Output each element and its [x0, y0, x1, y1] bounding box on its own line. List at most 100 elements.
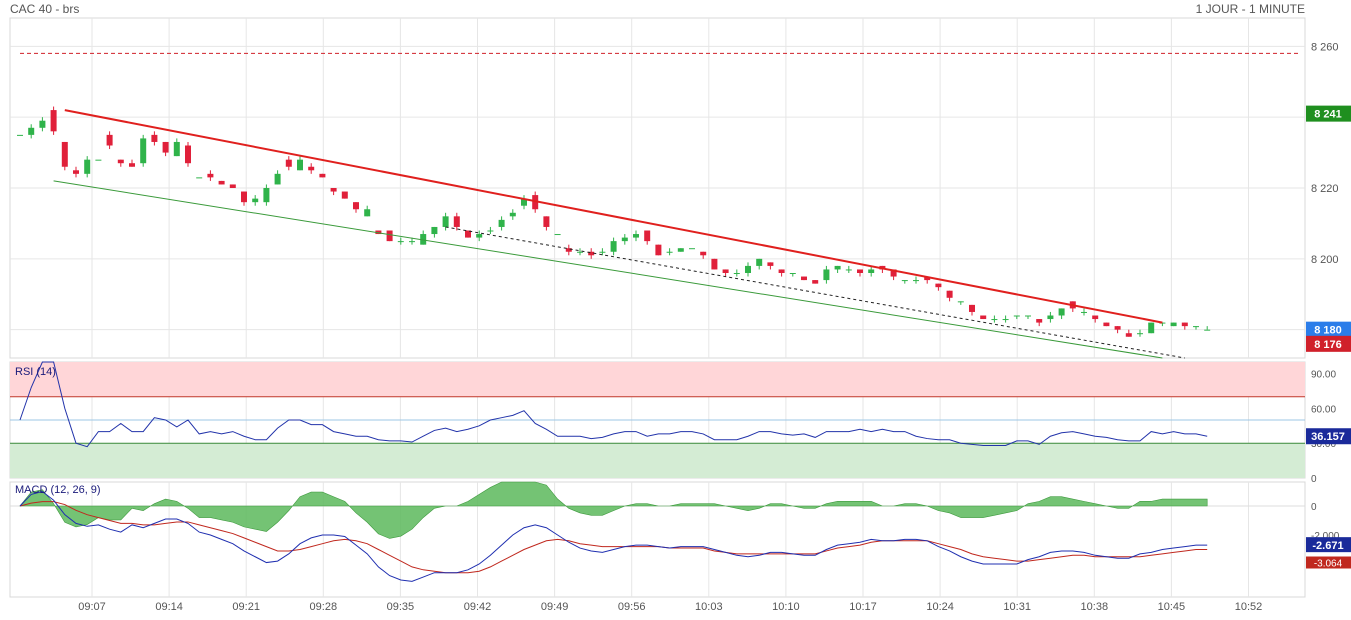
price-badge-label: 8 241	[1314, 109, 1342, 121]
candle-body	[1047, 315, 1054, 320]
candle-body	[117, 159, 124, 164]
candle-body	[330, 188, 337, 192]
candle-body	[1081, 311, 1087, 313]
candle-body	[39, 120, 46, 128]
chart-title: CAC 40 - brs	[10, 2, 80, 16]
panel-frame-2	[9, 481, 1306, 598]
price-badge-bg	[1306, 335, 1351, 352]
time-tick-label: 10:03	[695, 601, 723, 613]
candle-body	[991, 319, 998, 321]
candle-body	[218, 180, 225, 185]
candle-body	[487, 230, 494, 232]
candle-body	[297, 159, 303, 171]
rsi-badge-label: 36.157	[1311, 431, 1345, 443]
macd-badge-bg	[1306, 537, 1351, 553]
time-tick-label: 09:21	[232, 601, 260, 613]
trendline-2	[445, 226, 1185, 359]
rsi-tick-label: 90.00	[1311, 370, 1336, 381]
candle-body	[1092, 315, 1099, 320]
candle-body	[677, 248, 684, 252]
candle-body	[196, 177, 203, 179]
candle-body	[17, 134, 23, 136]
time-tick-label: 09:42	[464, 601, 492, 613]
candle-body	[386, 230, 393, 242]
signal-badge-bg	[1306, 556, 1351, 569]
time-tick-label: 10:17	[849, 601, 877, 613]
candle-body	[241, 191, 247, 203]
candle-body	[621, 237, 628, 242]
candle-body	[913, 280, 919, 282]
candle-body	[84, 159, 91, 174]
candle-body	[812, 280, 819, 284]
candle-body	[274, 173, 281, 185]
rsi-tick-label: 60.00	[1311, 404, 1336, 415]
candle-body	[935, 283, 942, 288]
candle-body	[801, 276, 807, 281]
candle-body	[252, 198, 259, 203]
candle-body	[476, 234, 483, 238]
candle-body	[229, 184, 236, 188]
candle-body	[789, 273, 796, 274]
candle-body	[1181, 322, 1188, 327]
candle-body	[151, 134, 158, 142]
candle-body	[498, 219, 505, 227]
candle-body	[173, 141, 180, 157]
candle-body	[633, 234, 639, 238]
macd-signal-line	[19, 501, 1208, 574]
candle-body	[95, 159, 102, 161]
candle-body	[353, 202, 359, 210]
time-tick-label: 09:28	[310, 601, 338, 613]
time-tick-label: 10:31	[1003, 601, 1031, 613]
trendline-1	[64, 109, 1163, 324]
rsi-overbought-zone	[10, 362, 1305, 397]
candle-body	[957, 301, 964, 303]
macd-tick-label: 0	[1311, 502, 1317, 513]
candle-body	[655, 244, 662, 256]
time-tick-label: 09:07	[78, 601, 106, 613]
candle-body	[767, 262, 774, 266]
candle-body	[733, 273, 740, 274]
candle-body	[375, 230, 382, 235]
candle-body	[207, 173, 214, 178]
macd-label: MACD (12, 26, 9)	[15, 484, 101, 496]
candle-body	[431, 226, 438, 235]
rsi-tick-label: 0	[1311, 474, 1317, 485]
candle-body	[409, 241, 415, 243]
candle-body	[969, 304, 975, 312]
candle-body	[1193, 326, 1199, 328]
candle-body	[711, 258, 718, 270]
candle-body	[1013, 315, 1020, 317]
candle-body	[319, 173, 326, 178]
macd-badge-label: -2.671	[1312, 540, 1343, 552]
candle-body	[1058, 308, 1065, 316]
candle-body	[1170, 322, 1177, 327]
candle-body	[745, 265, 751, 273]
candle-body	[364, 209, 371, 217]
candle-body	[509, 212, 516, 217]
candle-body	[778, 269, 785, 273]
candle-body	[1103, 322, 1110, 327]
candle-body	[50, 110, 57, 132]
rsi-tick-label: 30.00	[1311, 439, 1336, 450]
candle-body	[554, 234, 561, 236]
candle-body	[308, 166, 315, 171]
time-tick-label: 10:52	[1235, 601, 1263, 613]
candle-body	[465, 230, 471, 238]
candle-body	[106, 134, 113, 146]
rsi-oversold-zone	[10, 443, 1305, 478]
candle-body	[1137, 333, 1143, 335]
candle-body	[756, 258, 763, 266]
price-badge-label: 8 180	[1314, 325, 1342, 337]
candle-body	[924, 276, 931, 281]
time-tick-label: 10:38	[1081, 601, 1109, 613]
price-badge-label: 8 176	[1314, 339, 1342, 351]
candle-body	[610, 241, 617, 252]
candle-body	[644, 230, 651, 242]
rsi-line	[19, 361, 1208, 448]
signal-badge-label: -3.064	[1314, 559, 1343, 570]
time-tick-label: 09:35	[387, 601, 415, 613]
timeframe-label[interactable]: 1 JOUR - 1 MINUTE	[1195, 2, 1305, 16]
candle-body	[28, 127, 35, 135]
